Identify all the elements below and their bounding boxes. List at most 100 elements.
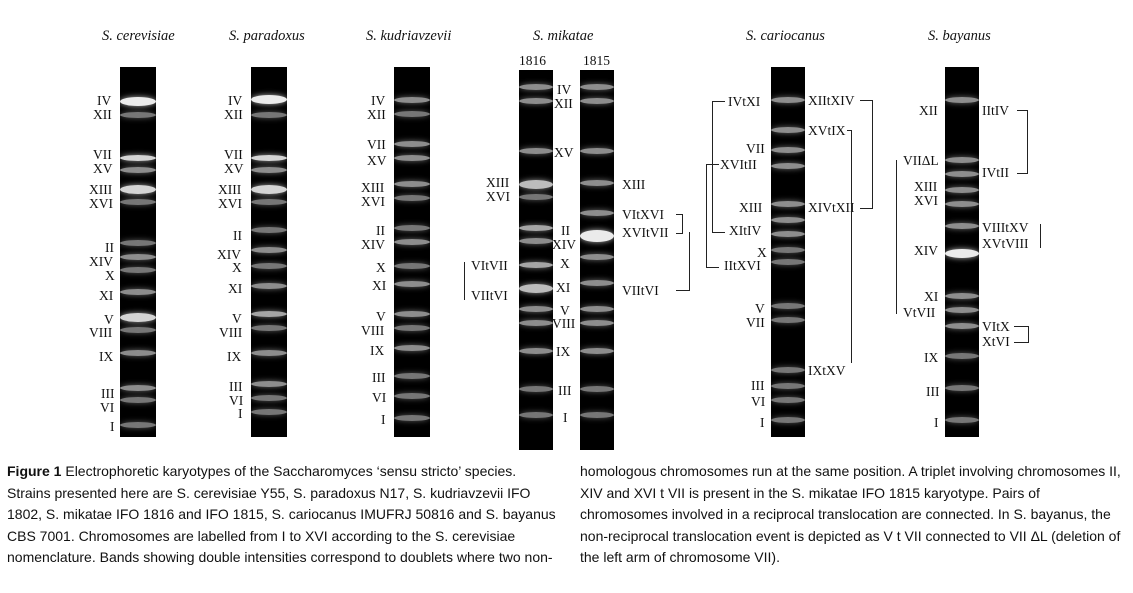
gel-band: [580, 84, 614, 90]
chromosome-label: XIV: [552, 237, 576, 252]
chromosome-label: V: [104, 312, 114, 327]
chromosome-label: XII: [367, 107, 386, 122]
chromosome-label: IVtXI: [728, 94, 761, 109]
gel-band: [394, 311, 430, 317]
gel-lane-bayanus: [945, 67, 979, 437]
chromosome-label: VII: [224, 147, 243, 162]
chromosome-label: XIII: [89, 182, 113, 197]
gel-band: [251, 155, 287, 161]
gel-band: [580, 230, 614, 242]
gel-band: [519, 194, 553, 200]
gel-band: [251, 311, 287, 317]
gel-band: [251, 263, 287, 269]
chromosome-label: I: [563, 410, 568, 425]
chromosome-label: XIV: [914, 243, 938, 258]
chromosome-label: X: [560, 256, 570, 271]
species-label-cerevisiae: S. cerevisiae: [102, 28, 175, 44]
chromosome-label: I: [934, 415, 939, 430]
translocation-connector: [860, 100, 873, 209]
gel-band: [120, 327, 156, 333]
gel-band: [251, 199, 287, 205]
chromosome-label: XV: [93, 161, 113, 176]
gel-band: [120, 350, 156, 356]
chromosome-label: VII: [746, 141, 765, 156]
gel-lane-kudriavzevii: [394, 67, 430, 437]
chromosome-label: XIV: [217, 247, 241, 262]
gel-band: [120, 240, 156, 246]
gel-band: [580, 180, 614, 186]
gel-band: [120, 385, 156, 391]
chromosome-label: XI: [372, 278, 387, 293]
translocation-connector: [464, 262, 465, 300]
gel-band: [251, 167, 287, 173]
chromosome-label: III: [558, 383, 572, 398]
gel-band: [519, 306, 553, 312]
chromosome-label: X: [757, 245, 767, 260]
caption-text-right: homologous chromosomes run at the same p…: [580, 463, 1121, 565]
gel-band: [120, 155, 156, 161]
gel-band: [771, 317, 805, 323]
gel-band: [120, 97, 156, 106]
chromosome-label: X: [376, 260, 386, 275]
strain-label-1815: 1815: [583, 53, 610, 68]
gel-band: [771, 97, 805, 103]
chromosome-label: X: [232, 260, 242, 275]
chromosome-label: VIII: [552, 316, 576, 331]
gel-band: [580, 386, 614, 392]
chromosome-label: VItXVI: [622, 207, 664, 222]
gel-band: [120, 289, 156, 295]
chromosome-label: II: [233, 228, 242, 243]
gel-band: [580, 320, 614, 326]
strain-label-1816: 1816: [519, 53, 546, 68]
gel-band: [771, 417, 805, 423]
gel-lane-paradoxus: [251, 67, 287, 437]
gel-band: [945, 157, 979, 163]
gel-band: [519, 320, 553, 326]
translocation-connector: [1040, 224, 1041, 248]
gel-band: [519, 148, 553, 154]
gel-band: [120, 167, 156, 173]
gel-band: [394, 141, 430, 147]
chromosome-label: II: [376, 223, 385, 238]
species-label-cariocanus: S. cariocanus: [746, 28, 825, 44]
gel-lane-cerevisiae: [120, 67, 156, 437]
chromosome-label: VIItVI: [471, 288, 508, 303]
gel-band: [519, 225, 553, 231]
caption-column-right: homologous chromosomes run at the same p…: [580, 461, 1128, 569]
chromosome-label: XVI: [89, 196, 113, 211]
chromosome-label: IVtII: [982, 165, 1009, 180]
gel-band: [394, 155, 430, 161]
gel-band: [580, 348, 614, 354]
chromosome-label: V: [232, 311, 242, 326]
chromosome-label: VIIItXV: [982, 220, 1029, 235]
chromosome-label: XItIV: [729, 223, 762, 238]
gel-band: [945, 323, 979, 329]
chromosome-label: XIV: [89, 254, 113, 269]
chromosome-label: XI: [924, 289, 939, 304]
chromosome-label: III: [229, 379, 243, 394]
gel-band: [519, 84, 553, 90]
gel-band: [519, 412, 553, 418]
chromosome-label: VI: [229, 393, 244, 408]
translocation-connector: [1014, 326, 1029, 343]
chromosome-label: XVI: [361, 194, 385, 209]
chromosome-label: VIItVI: [622, 283, 659, 298]
chromosome-label: IX: [227, 349, 242, 364]
gel-band: [945, 201, 979, 207]
chromosome-label: XVItII: [720, 157, 757, 172]
chromosome-label: I: [381, 412, 386, 427]
gel-band: [251, 227, 287, 233]
gel-band: [771, 383, 805, 389]
gel-band: [945, 385, 979, 391]
gel-band: [580, 98, 614, 104]
gel-band: [771, 201, 805, 207]
chromosome-label: XIII: [361, 180, 385, 195]
gel-band: [251, 325, 287, 331]
chromosome-label: IV: [557, 82, 572, 97]
chromosome-label: IX: [99, 349, 114, 364]
chromosome-label: IXtXV: [808, 363, 846, 378]
gel-band: [945, 249, 979, 258]
chromosome-label: VII: [367, 137, 386, 152]
gel-band: [251, 395, 287, 401]
gel-band: [519, 284, 553, 293]
